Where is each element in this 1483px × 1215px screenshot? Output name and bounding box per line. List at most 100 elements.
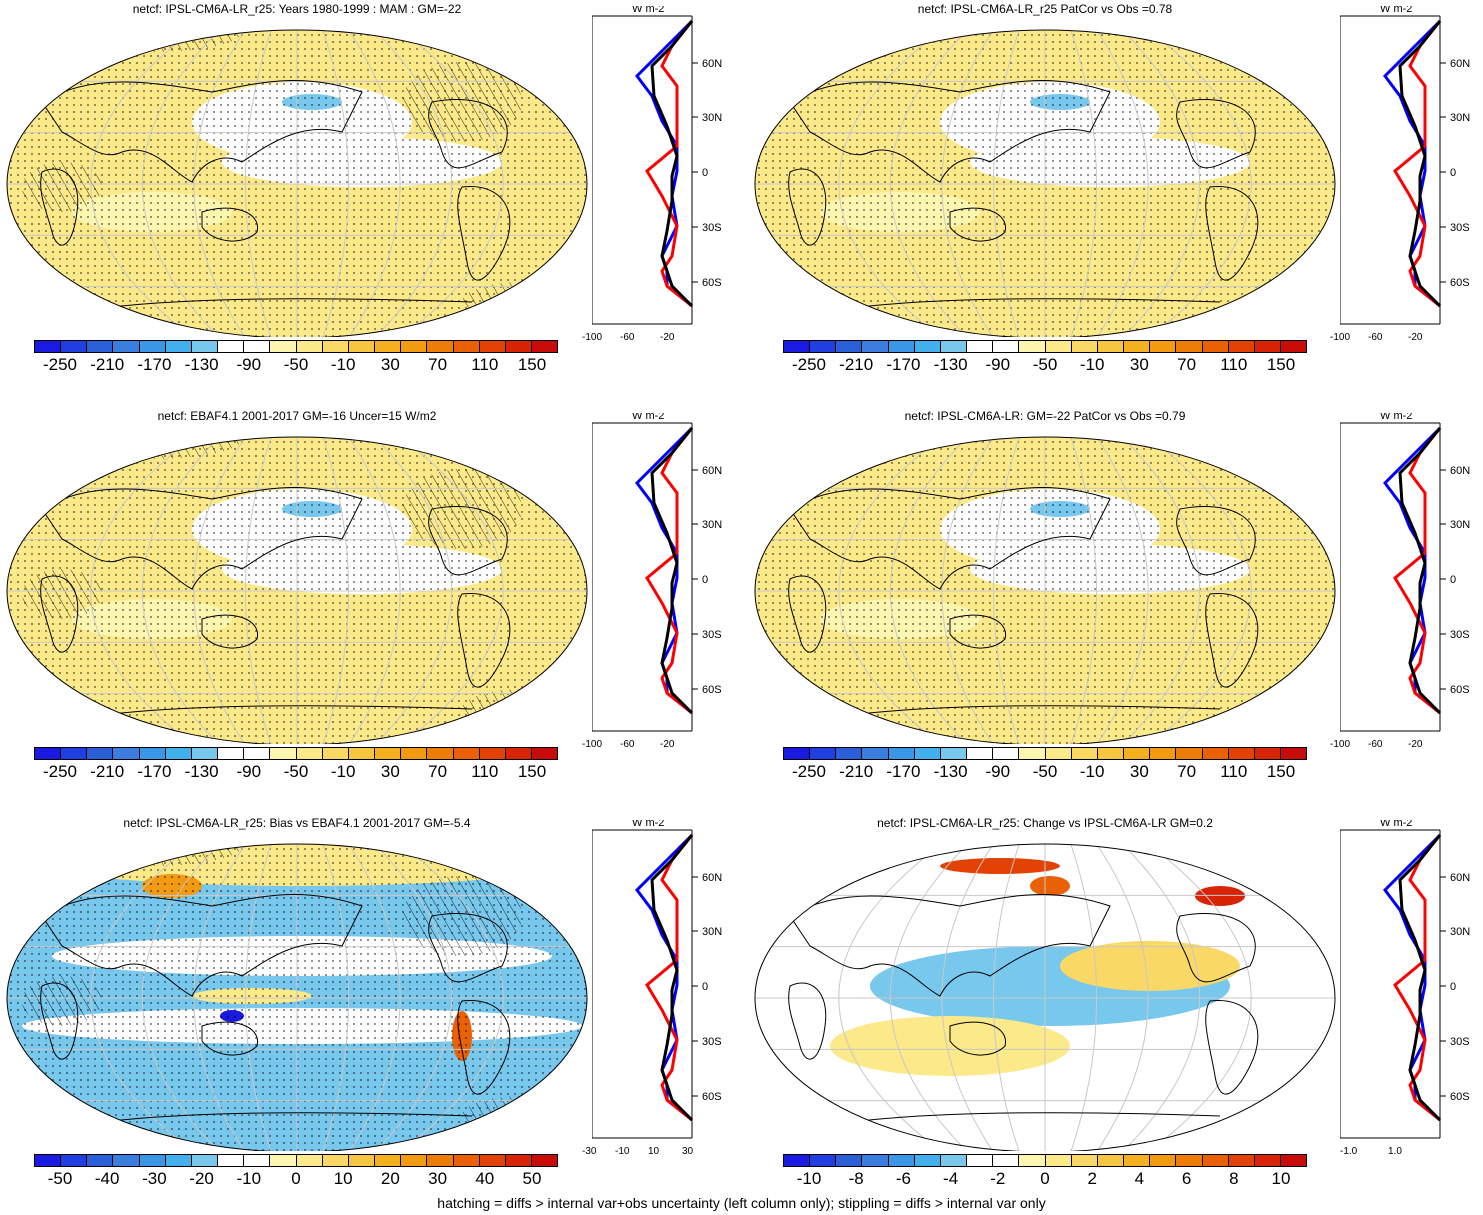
profile-model-line	[1393, 834, 1442, 1122]
colorbar-label: 150	[517, 355, 547, 374]
lat-tick-label: 60S	[1450, 277, 1470, 289]
map	[754, 843, 1336, 1151]
colorbar-swatch	[165, 1155, 192, 1166]
colorbar-swatch	[165, 341, 192, 352]
colorbar	[783, 747, 1307, 760]
lat-tick-label: 30N	[1450, 519, 1470, 531]
colorbar-swatch	[453, 748, 480, 759]
colorbar-label: -50	[283, 762, 309, 781]
lat-tick-label: 60S	[702, 684, 722, 696]
coastline	[789, 80, 1111, 183]
coastline	[1205, 185, 1259, 281]
colorbar-swatch	[348, 748, 376, 759]
colorbar-label: 20	[380, 1169, 400, 1188]
profile-model-line	[645, 834, 694, 1122]
lat-tick-label: 30S	[1450, 1036, 1470, 1048]
panel-title: netcf: IPSL-CM6A-LR: GM=-22 PatCor vs Ob…	[904, 409, 1186, 423]
colorbar-swatch	[993, 748, 1020, 759]
coastline	[1205, 999, 1259, 1095]
coastline	[428, 912, 508, 983]
profile-x-tick: -20	[1408, 332, 1423, 343]
colorbar-swatch	[61, 748, 88, 759]
lat-tick-label: 30S	[1450, 629, 1470, 641]
colorbar-label: 30	[1129, 355, 1149, 374]
colorbar-swatch	[1045, 341, 1072, 352]
colorbar-swatch	[1202, 341, 1229, 352]
colorbar-swatch	[967, 748, 994, 759]
colorbar-label: 110	[1220, 762, 1248, 781]
field-region	[940, 858, 1060, 874]
colorbar-swatch	[165, 748, 192, 759]
colorbar	[783, 1154, 1307, 1167]
colorbar-label: -170	[886, 355, 921, 374]
colorbar-label: 0	[291, 1169, 301, 1188]
colorbar-label: 6	[1181, 1169, 1192, 1188]
profile-x-tick: 10	[648, 1146, 660, 1157]
colorbar-swatch	[270, 341, 297, 352]
profile-x-tick: -60	[1368, 739, 1383, 750]
colorbar-swatch	[244, 341, 271, 352]
colorbar	[34, 1154, 558, 1167]
coastline	[111, 705, 473, 715]
lat-tick-label: 30N	[1450, 112, 1470, 124]
colorbar-swatch	[479, 341, 506, 352]
colorbar-swatch	[810, 1155, 837, 1166]
colorbar-swatch	[810, 341, 837, 352]
colorbar-swatch	[993, 341, 1020, 352]
colorbar-label: 110	[1220, 355, 1248, 374]
colorbar-label: 30	[1129, 762, 1149, 781]
colorbar-swatch	[914, 341, 941, 352]
colorbar-label: -90	[236, 355, 262, 374]
coastline	[457, 999, 511, 1095]
lat-tick-label: 30N	[702, 519, 722, 531]
coastline	[859, 705, 1221, 715]
lat-tick-label: 0	[702, 574, 708, 586]
field-region	[462, 856, 502, 876]
colorbar-swatch	[862, 748, 889, 759]
lat-tick-label: 60N	[1450, 465, 1470, 477]
colorbar-swatch	[836, 748, 863, 759]
coastline	[428, 505, 508, 576]
colorbar-swatch	[836, 1155, 863, 1166]
colorbar-label: -250	[791, 355, 827, 374]
colorbar-label: -4	[943, 1169, 959, 1188]
colorbar-swatch	[1228, 341, 1255, 352]
colorbar-swatch	[1176, 1155, 1203, 1166]
colorbar-swatch	[375, 341, 402, 352]
profile-unit: W m-2	[1380, 820, 1412, 829]
colorbar-label: 70	[1177, 355, 1197, 374]
colorbar-label: -90	[236, 762, 262, 781]
colorbar-label: -170	[137, 355, 172, 374]
panel-title: netcf: IPSL-CM6A-LR_r25 PatCor vs Obs =0…	[917, 2, 1173, 16]
coastline	[201, 207, 258, 242]
colorbar-swatch	[322, 748, 349, 759]
colorbar-swatch	[479, 748, 506, 759]
colorbar-swatch	[401, 341, 428, 352]
colorbar-swatch	[1124, 1155, 1151, 1166]
colorbar-swatch	[375, 748, 402, 759]
field-region	[1195, 886, 1245, 906]
lat-tick-label: 30S	[1450, 222, 1470, 234]
lat-tick-label: 0	[702, 167, 708, 179]
colorbar-swatch	[1254, 748, 1281, 759]
colorbar-swatch	[1124, 748, 1151, 759]
colorbar-swatch	[914, 748, 941, 759]
colorbar-swatch	[139, 1155, 166, 1166]
colorbar-swatch	[1280, 1155, 1307, 1166]
colorbar-label: 150	[1266, 355, 1296, 374]
coastline	[1176, 505, 1256, 576]
profile-unit: W m-2	[632, 820, 664, 829]
colorbar-swatch	[888, 1155, 915, 1166]
colorbar-label: -210	[839, 762, 874, 781]
colorbar-swatch	[61, 341, 88, 352]
colorbar-label: -30	[142, 1169, 167, 1188]
colorbar	[783, 340, 1307, 353]
profile-x-tick: -100	[582, 739, 603, 750]
colorbar-swatch	[1150, 748, 1177, 759]
profile-x-tick: -100	[1330, 739, 1351, 750]
coastline	[40, 168, 79, 246]
profile-unit: W m-2	[632, 413, 664, 422]
colorbar-swatch	[322, 1155, 349, 1166]
coastline	[1176, 912, 1256, 983]
colorbar-label: -50	[283, 355, 309, 374]
